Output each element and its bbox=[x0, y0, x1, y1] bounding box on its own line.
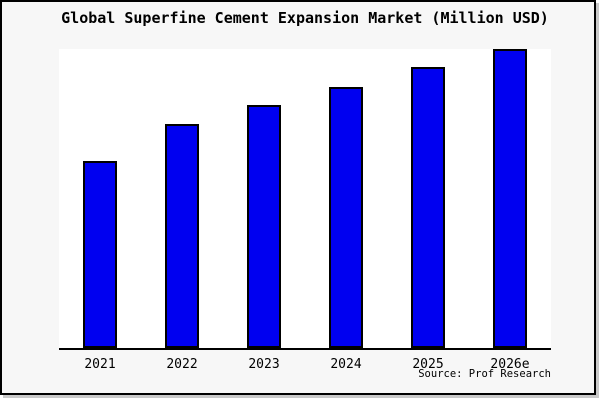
x-tick-label-2023: 2023 bbox=[248, 357, 280, 372]
x-tick-label-2025: 2025 bbox=[412, 357, 444, 372]
x-tick-label-2026e: 2026e bbox=[490, 357, 530, 372]
bar-2024 bbox=[329, 87, 363, 348]
bar-slot bbox=[223, 49, 305, 348]
bar-2025 bbox=[411, 67, 445, 348]
bar-2026e bbox=[493, 49, 527, 348]
bar-slot bbox=[59, 49, 141, 348]
bar-slot bbox=[469, 49, 551, 348]
chart-title: Global Superfine Cement Expansion Market… bbox=[61, 9, 549, 27]
x-axis-labels: 2021 2022 2023 2024 2025 2026e bbox=[59, 357, 551, 372]
bar-series bbox=[59, 49, 551, 348]
x-tick-label-2022: 2022 bbox=[166, 357, 198, 372]
bar-2022 bbox=[165, 124, 199, 348]
plot-area bbox=[59, 49, 551, 350]
x-tick-label-2021: 2021 bbox=[84, 357, 116, 372]
bar-slot bbox=[387, 49, 469, 348]
bar-2021 bbox=[83, 161, 117, 348]
bar-2023 bbox=[247, 105, 281, 348]
bar-slot bbox=[305, 49, 387, 348]
x-tick-label-2024: 2024 bbox=[330, 357, 362, 372]
source-credit: Source: Prof Research bbox=[418, 368, 551, 380]
bar-slot bbox=[141, 49, 223, 348]
